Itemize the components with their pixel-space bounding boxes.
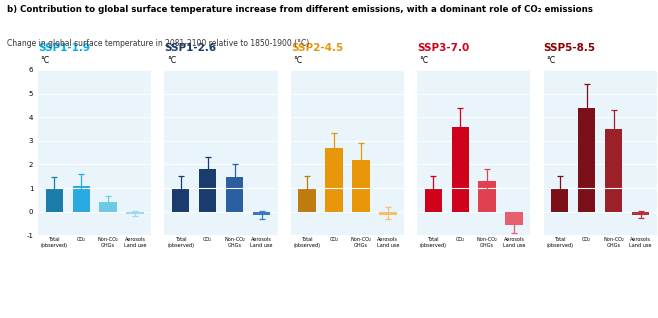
Bar xyxy=(99,202,117,212)
Bar xyxy=(172,188,190,212)
Bar xyxy=(578,108,595,212)
Bar xyxy=(45,188,63,212)
Text: °C: °C xyxy=(545,56,555,65)
Bar xyxy=(478,181,496,212)
Bar xyxy=(505,212,523,225)
Text: °C: °C xyxy=(293,56,302,65)
Bar xyxy=(632,212,649,215)
Bar xyxy=(126,212,144,214)
Bar xyxy=(352,160,370,212)
Text: SSP5-8.5: SSP5-8.5 xyxy=(544,43,595,52)
Text: SSP2-4.5: SSP2-4.5 xyxy=(291,43,343,52)
Bar xyxy=(379,212,397,215)
Text: SSP1-2.6: SSP1-2.6 xyxy=(164,43,216,52)
Text: Change in global surface temperature in 2081-2100 relative to 1850-1900 (°C): Change in global surface temperature in … xyxy=(7,39,309,48)
Bar xyxy=(451,127,469,212)
Bar xyxy=(226,177,243,212)
Bar xyxy=(298,188,316,212)
Text: b) Contribution to global surface temperature increase from different emissions,: b) Contribution to global surface temper… xyxy=(7,5,592,14)
Bar xyxy=(72,186,90,212)
Bar xyxy=(551,188,569,212)
Text: SSP1-1.9: SSP1-1.9 xyxy=(38,43,90,52)
Bar xyxy=(253,212,270,215)
Bar xyxy=(605,129,622,212)
Text: °C: °C xyxy=(40,56,49,65)
Bar xyxy=(199,169,216,212)
Text: SSP3-7.0: SSP3-7.0 xyxy=(417,43,469,52)
Bar xyxy=(325,148,343,212)
Text: °C: °C xyxy=(419,56,428,65)
Text: °C: °C xyxy=(166,56,176,65)
Bar xyxy=(424,188,442,212)
